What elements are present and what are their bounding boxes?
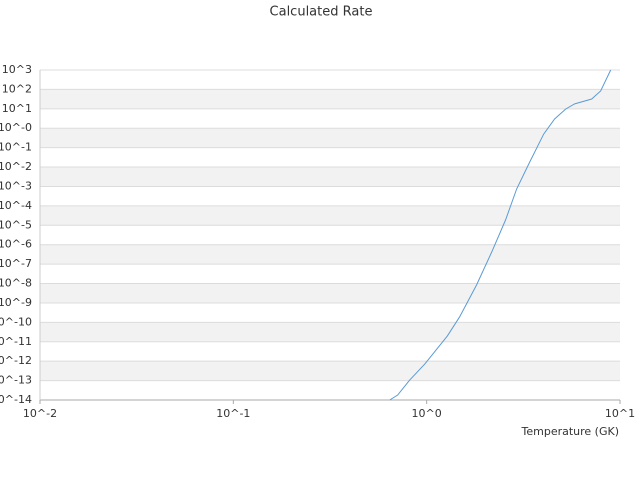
x-tick-label: 10^-2 <box>23 407 57 420</box>
x-tick-label: 10^-1 <box>216 407 250 420</box>
data-line <box>389 69 612 401</box>
y-tick-label: 10^-5 <box>0 218 32 231</box>
y-tick-label: 10^-6 <box>0 238 32 251</box>
x-axis-label: Temperature (GK) <box>521 425 620 438</box>
grid-band <box>40 89 620 109</box>
grid-band <box>40 322 620 342</box>
y-tick-label: 10^-13 <box>0 374 32 387</box>
y-tick-label: 10^2 <box>2 82 32 95</box>
y-tick-label: 10^1 <box>2 102 32 115</box>
y-tick-label: 10^-8 <box>0 277 32 290</box>
y-tick-label: 10^-7 <box>0 257 32 270</box>
grid-band <box>40 167 620 187</box>
y-tick-label: 10^-2 <box>0 160 32 173</box>
y-tick-label: 10^-3 <box>0 179 32 192</box>
x-tick-label: 10^1 <box>605 407 635 420</box>
y-tick-label: 10^-12 <box>0 354 32 367</box>
chart-title: Calculated Rate <box>270 5 373 20</box>
y-tick-label: 10^-11 <box>0 335 32 348</box>
y-tick-label: 10^-0 <box>0 121 32 134</box>
y-tick-label: 10^-10 <box>0 315 32 328</box>
y-tick-label: 10^3 <box>2 63 32 76</box>
grid-band <box>40 205 620 226</box>
bands <box>40 89 620 381</box>
grid-band <box>40 361 620 381</box>
y-tick-label: 10^-4 <box>0 199 32 212</box>
x-tick-label: 10^0 <box>412 407 442 420</box>
y-tick-label: 10^-9 <box>0 296 32 309</box>
grid-band <box>40 128 620 148</box>
y-tick-label: 10^-14 <box>0 393 32 406</box>
grid-band <box>40 283 620 303</box>
y-tick-label: 10^-1 <box>0 141 32 154</box>
grid-band <box>40 244 620 265</box>
